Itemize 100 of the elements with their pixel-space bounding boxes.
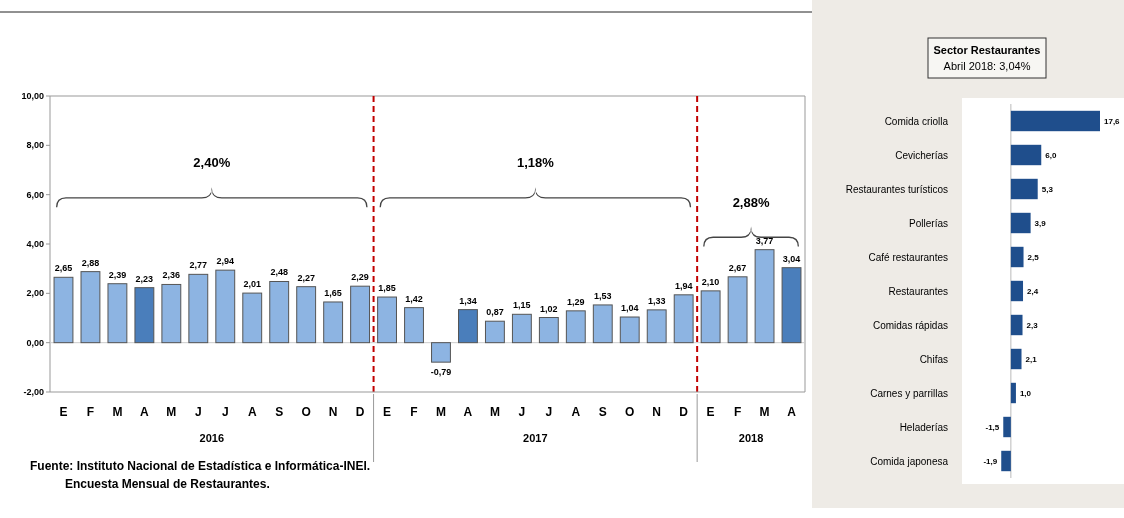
bar: [323, 301, 344, 344]
bar: [458, 309, 478, 344]
y-tick-label: Comida japonesa: [870, 455, 949, 467]
data-label: 2,27: [297, 272, 315, 283]
bar: [53, 276, 74, 344]
bar: [1010, 110, 1100, 132]
x-tick-label: A: [571, 405, 581, 420]
data-label: -1,9: [983, 456, 998, 466]
bar: [188, 273, 209, 344]
x-tick-label: N: [652, 405, 662, 420]
text: 2018: [738, 432, 764, 444]
bar: [511, 313, 532, 344]
data-label: 1,04: [620, 303, 639, 314]
x-tick-label: S: [598, 405, 607, 420]
y-tick-label: 4,00: [26, 239, 44, 250]
bar: [1010, 246, 1024, 268]
x-tick-label: O: [301, 405, 311, 420]
y-tick-label: Comidas rápidas: [872, 319, 948, 331]
data-label: -1,5: [985, 422, 1000, 432]
data-label: 1,42: [405, 293, 423, 304]
x-tick-label: D: [355, 405, 365, 420]
x-tick-label: M: [489, 405, 500, 420]
y-tick-label: Restaurantes: [888, 285, 948, 297]
y-tick-label: Heladerías: [899, 421, 948, 433]
data-label: 2,4: [1027, 286, 1039, 296]
bar: [781, 267, 802, 344]
bar: [538, 317, 559, 344]
bar: [1010, 382, 1016, 404]
x-tick-label: F: [410, 405, 418, 420]
x-tick-label: E: [706, 405, 715, 420]
bar: [404, 307, 424, 344]
data-label: 17,6: [1104, 116, 1121, 126]
y-tick-label: 10,00: [21, 91, 44, 102]
y-tick-label: 0,00: [26, 337, 44, 348]
data-label: 2,23: [135, 273, 154, 284]
text: 2017: [523, 432, 548, 444]
x-tick-label: J: [221, 405, 229, 420]
bar: [1010, 314, 1023, 336]
x-tick-label: N: [328, 405, 338, 420]
x-tick-label: D: [679, 405, 689, 420]
x-tick-label: M: [112, 405, 123, 420]
bar: [269, 280, 290, 344]
bar: [242, 292, 263, 344]
data-label: 0,87: [486, 307, 504, 318]
x-tick-label: E: [59, 405, 68, 420]
x-tick-label: M: [166, 405, 177, 420]
data-label: 2,39: [108, 269, 127, 280]
data-label: 1,02: [540, 303, 558, 314]
x-tick-label: J: [194, 405, 202, 420]
x-tick-label: M: [759, 405, 770, 420]
data-label: 1,85: [378, 283, 396, 294]
data-label: 1,29: [567, 296, 585, 307]
bar: [1010, 348, 1022, 370]
bar: [619, 316, 640, 344]
data-label: 1,94: [674, 280, 693, 291]
data-label: 1,0: [1019, 388, 1032, 398]
bar: [107, 283, 128, 344]
y-tick-label: Chifas: [919, 353, 948, 365]
bar: [592, 304, 613, 344]
y-tick-label: Cevicherías: [895, 149, 948, 161]
bar: [350, 285, 371, 344]
y-tick-label: 6,00: [26, 189, 44, 200]
annotation: 2,40%: [193, 155, 231, 171]
bar: [646, 309, 667, 344]
x-tick-label: F: [733, 405, 742, 420]
data-label: 1,34: [459, 295, 477, 306]
data-label: 2,77: [189, 260, 208, 271]
bar: [673, 294, 694, 344]
x-tick-label: J: [545, 405, 553, 420]
annotation: 2,88%: [732, 194, 770, 210]
data-label: 1,53: [594, 290, 612, 301]
data-label: 3,9: [1034, 218, 1047, 228]
x-tick-label: E: [383, 405, 392, 420]
data-label: 2,29: [351, 272, 369, 283]
data-label: 2,36: [162, 270, 181, 281]
x-tick-label: O: [625, 405, 635, 420]
data-label: 2,48: [270, 267, 288, 278]
text: Encuesta Mensual de Restaurantes.: [65, 477, 270, 491]
data-label: 1,15: [513, 300, 531, 311]
data-label: 2,01: [243, 279, 261, 290]
bar: [754, 249, 775, 344]
data-label: -0,79: [430, 367, 452, 378]
y-tick-label: -2,00: [23, 387, 44, 398]
x-tick-label: A: [247, 405, 257, 420]
x-tick-label: A: [787, 405, 797, 420]
x-tick-label: F: [86, 405, 95, 420]
text: 2016: [199, 432, 225, 444]
data-label: 6,0: [1045, 150, 1057, 160]
data-label: 3,77: [755, 235, 774, 246]
bar: [1010, 280, 1024, 302]
bar: [727, 276, 748, 344]
data-label: 2,5: [1027, 252, 1040, 262]
bar: [1003, 416, 1011, 438]
x-tick-label: A: [140, 405, 150, 420]
y-tick-label: 2,00: [26, 288, 44, 299]
data-label: 2,88: [81, 257, 100, 268]
y-tick-label: Comida criolla: [884, 115, 949, 127]
bar: [296, 286, 317, 344]
data-label: 2,65: [54, 263, 73, 274]
bar: [134, 287, 155, 344]
